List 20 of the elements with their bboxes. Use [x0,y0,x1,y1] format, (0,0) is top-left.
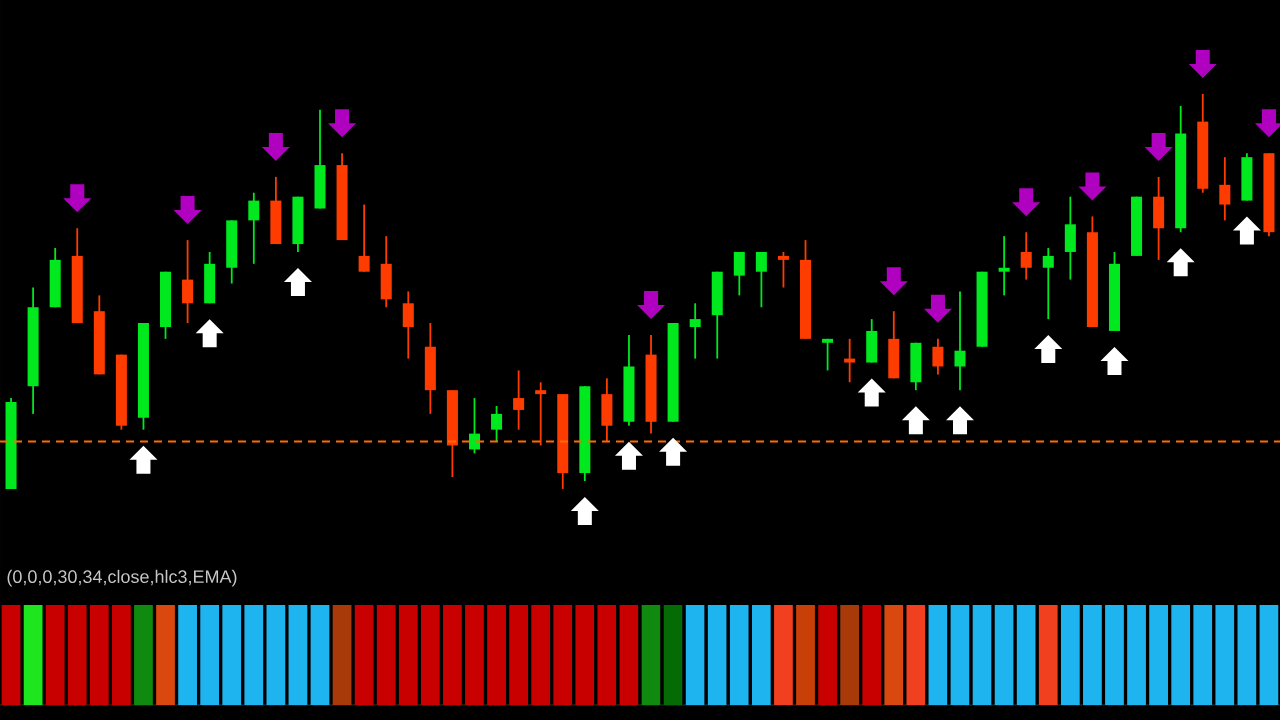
candlestick [1042,247,1054,320]
candlestick [513,369,525,431]
candlestick [777,251,789,289]
candlestick [402,290,414,360]
candlestick [932,337,944,376]
candlestick [822,337,834,372]
candlestick [998,235,1010,297]
candlestick [1219,156,1231,222]
candlestick [358,203,370,273]
candlestick [535,381,547,447]
candlestick [182,239,194,324]
candlestick [491,405,503,443]
candlestick [954,290,966,392]
candlestick [755,251,767,309]
candlestick [1020,231,1032,281]
chart-title: (0,0,0,30,34,close,hlc3,EMA) [7,569,237,587]
candlestick [248,191,260,265]
candlestick [844,337,856,384]
candlestick [689,302,701,360]
candlestick [733,251,745,297]
